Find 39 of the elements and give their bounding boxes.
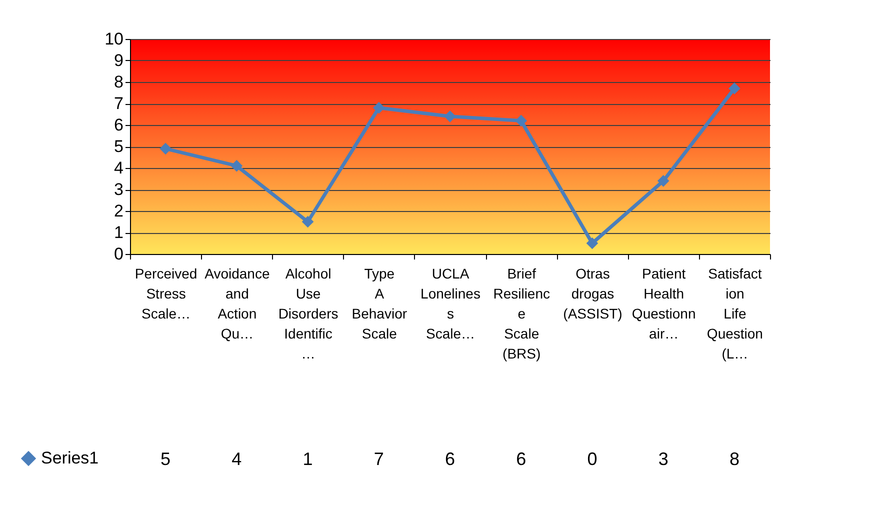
point <box>444 110 456 122</box>
data-label: 3 <box>658 449 668 469</box>
x-tick-label: Perceived Stress Scale… <box>134 266 198 322</box>
x-tick-label: Patient Health Questionnair… <box>632 266 696 342</box>
legend-label: Series1 <box>41 448 99 468</box>
x-tick-label: Avoidance and Action Qu… <box>204 266 270 342</box>
y-tick-label: 1 <box>114 223 124 242</box>
y-tick-label: 8 <box>114 72 124 92</box>
x-tick-label: Brief Resilience Scale (BRS) <box>493 266 550 362</box>
point <box>515 114 528 127</box>
x-tick-label: Alcohol Use Disorders Identific… <box>278 266 338 362</box>
point <box>372 102 385 114</box>
y-tick-label: 6 <box>114 116 124 134</box>
point <box>160 142 172 155</box>
data-label: 0 <box>587 449 598 469</box>
y-tick-label: 4 <box>114 158 124 178</box>
data-label: 6 <box>444 449 456 469</box>
x-tick-label: Satisfaction Life Question (L… <box>706 266 763 362</box>
point <box>728 82 740 94</box>
y-tick-label: 10 <box>104 30 124 48</box>
x-tick-label: Otras drogas (ASSIST) <box>563 266 622 322</box>
data-label: 1 <box>302 449 313 469</box>
y-tick-label: 3 <box>114 180 124 199</box>
data-label: 5 <box>160 449 171 469</box>
point <box>230 160 243 172</box>
data-label: 6 <box>516 449 526 469</box>
data-label: 4 <box>232 449 242 469</box>
point <box>657 174 670 187</box>
y-tick-label: 0 <box>114 244 124 264</box>
x-tick-label: Type A Behavior Scale <box>352 266 408 342</box>
y-tick-label: 9 <box>114 51 124 70</box>
y-tick-label: 7 <box>114 94 124 113</box>
x-tick-label: UCLA Loneliness Scale… <box>420 266 480 342</box>
point <box>586 237 598 250</box>
y-tick-label: 5 <box>114 137 124 156</box>
y-tick-label: 2 <box>114 202 124 220</box>
data-label: 7 <box>374 449 384 469</box>
point <box>302 216 314 228</box>
data-label: 8 <box>729 449 740 469</box>
